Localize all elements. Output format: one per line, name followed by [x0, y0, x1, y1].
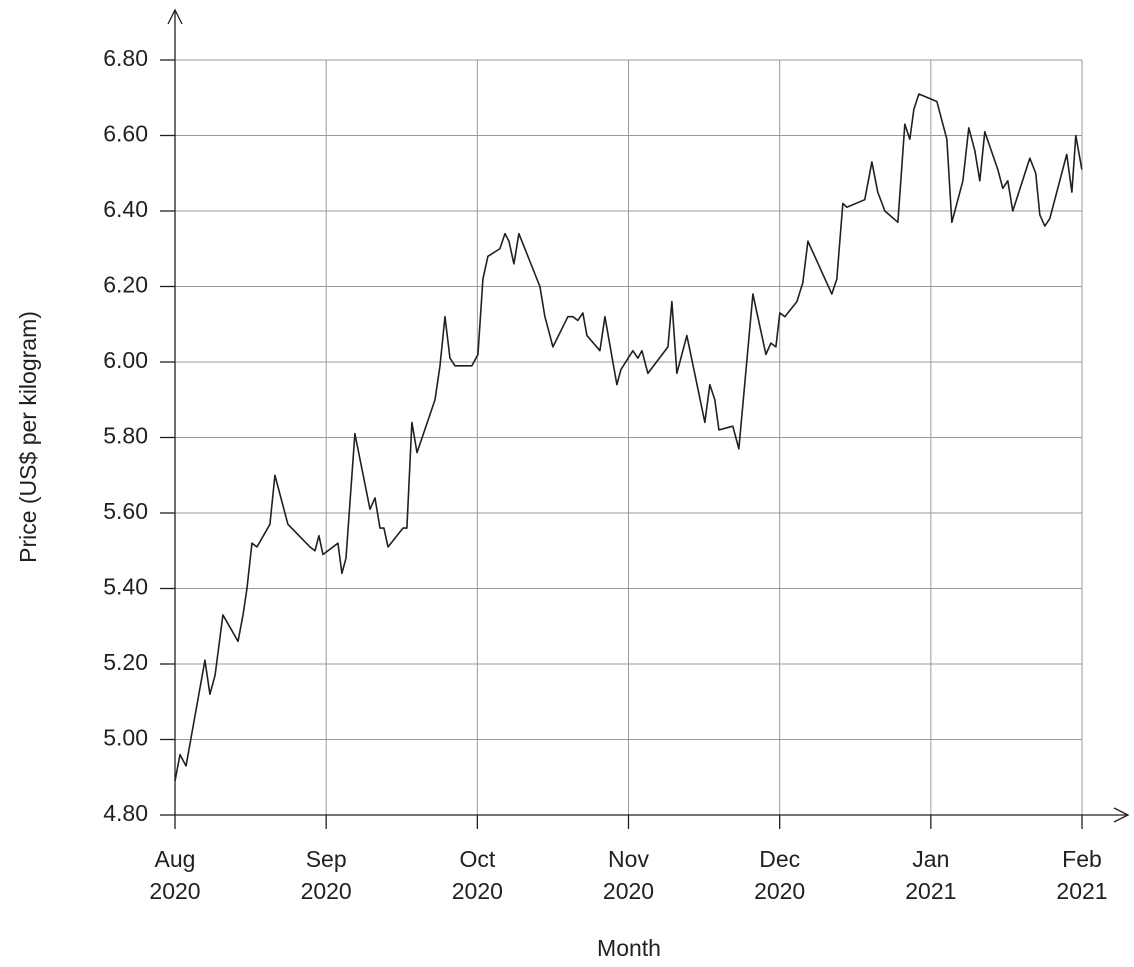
- y-tick-label: 5.20: [103, 649, 148, 675]
- y-tick-label: 6.40: [103, 196, 148, 222]
- x-tick-label: Aug 2020: [149, 846, 201, 904]
- x-tick-label: Jan 2021: [905, 846, 957, 904]
- x-tick-label: Feb 2021: [1056, 846, 1108, 904]
- y-tick-label: 4.80: [103, 800, 148, 826]
- y-tick-label: 6.00: [103, 347, 148, 373]
- x-tick-label: Dec 2020: [754, 846, 806, 904]
- y-tick-label: 5.40: [103, 574, 148, 600]
- x-axis-arrow: [1113, 807, 1130, 823]
- x-tick-label: Sep 2020: [300, 846, 352, 904]
- y-tick-label: 6.80: [103, 45, 148, 71]
- y-tick-label: 5.60: [103, 498, 148, 524]
- y-axis-title: Price (US$ per kilogram): [15, 311, 41, 563]
- y-axis-arrow: [167, 8, 183, 25]
- y-tick-label: 5.00: [103, 725, 148, 751]
- x-axis-title: Month: [597, 935, 661, 961]
- x-tick-label: Oct 2020: [451, 846, 503, 904]
- x-tick-label: Nov 2020: [602, 846, 655, 904]
- price-line: [174, 93, 1083, 782]
- y-tick-label: 6.20: [103, 272, 148, 298]
- y-tick-label: 6.60: [103, 121, 148, 147]
- y-tick-label: 5.80: [103, 423, 148, 449]
